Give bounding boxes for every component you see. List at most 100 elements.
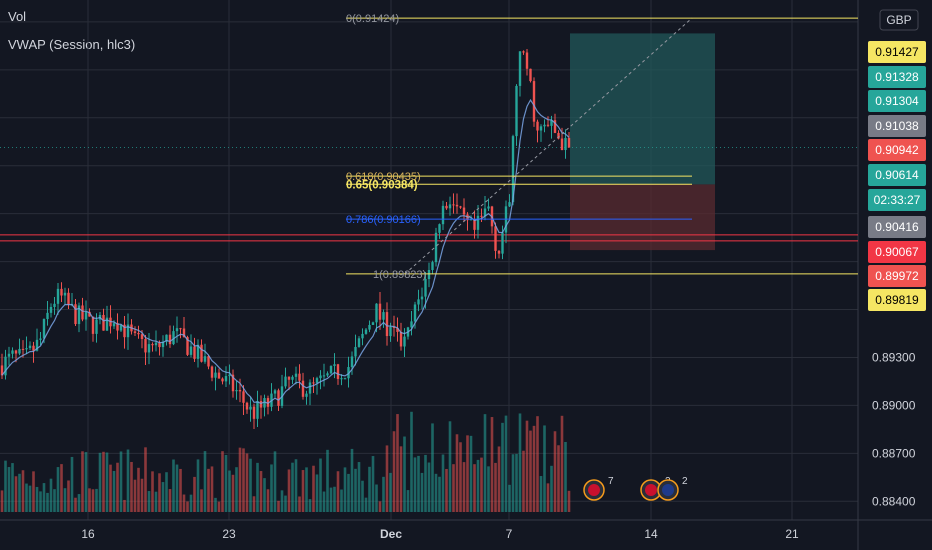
- candle-body: [455, 204, 459, 207]
- candle: [189, 334, 193, 358]
- volume-bar: [182, 494, 186, 512]
- candle-body: [140, 334, 144, 340]
- volume-bar: [284, 495, 287, 512]
- candle-body: [417, 299, 420, 305]
- volume-bar: [389, 472, 392, 512]
- candle: [249, 397, 252, 422]
- candle-body: [137, 332, 140, 335]
- candle: [123, 315, 126, 349]
- candle-body: [182, 328, 186, 338]
- volume-bar: [123, 499, 126, 512]
- candle: [420, 287, 424, 310]
- volume-bar: [511, 454, 515, 512]
- volume-bar: [564, 441, 567, 512]
- fib-trendline: [404, 17, 693, 275]
- volume-bar: [109, 464, 112, 512]
- volume-bar: [49, 478, 53, 512]
- candle: [224, 366, 228, 387]
- candle-body: [501, 232, 504, 254]
- volume-bar: [28, 485, 32, 512]
- volume-bar: [364, 497, 368, 512]
- price-label: 0.90416: [868, 216, 926, 238]
- x-tick-label: 16: [81, 527, 95, 541]
- volume-bar: [102, 451, 105, 512]
- candle: [25, 336, 28, 355]
- currency-button: [879, 9, 919, 31]
- candle-body: [147, 344, 151, 353]
- candle-body: [483, 208, 487, 217]
- volume-bar: [46, 492, 49, 512]
- candle-body: [123, 324, 126, 338]
- volume-bar: [74, 497, 77, 512]
- volume-bar: [11, 463, 14, 512]
- volume-bar: [504, 415, 508, 512]
- candle: [459, 205, 462, 209]
- volume-bar: [224, 454, 228, 512]
- price-axis: GBP 0.88400 0.88700 0.89000 0.89300 0.91427 0.…: [868, 9, 926, 508]
- price-label-bg: [868, 115, 926, 137]
- candle-body: [228, 374, 231, 377]
- candle-body: [112, 323, 116, 327]
- long-position-tool: [570, 33, 715, 251]
- candle: [448, 196, 452, 216]
- volume-bar: [455, 434, 459, 512]
- candle-body: [277, 390, 280, 406]
- candle-body: [18, 348, 21, 354]
- candle: [119, 324, 123, 332]
- candle-body: [168, 334, 172, 345]
- fib-level-label: 0.786(0.90166): [346, 214, 421, 226]
- candle-body: [74, 304, 77, 325]
- candle-body: [392, 326, 396, 328]
- candle: [329, 365, 333, 375]
- volume-bar: [238, 447, 242, 512]
- fib-level-label: 0.65(0.90384): [346, 179, 418, 191]
- candle-body: [434, 232, 438, 263]
- volume-bars: [0, 411, 571, 512]
- volume-bar: [193, 476, 196, 512]
- volume-bar: [459, 442, 462, 512]
- candle: [529, 68, 532, 83]
- candle: [504, 200, 508, 244]
- volume-bar: [249, 458, 252, 512]
- volume-bar: [466, 435, 469, 512]
- candle: [441, 200, 445, 231]
- candle-body: [126, 324, 130, 338]
- volume-bar: [84, 452, 88, 512]
- price-label-text: 02:33:27: [874, 193, 921, 207]
- volume-bar: [434, 473, 438, 512]
- volume-bar: [137, 467, 140, 512]
- volume-bar: [221, 451, 224, 512]
- candle: [56, 283, 60, 315]
- candle: [497, 249, 501, 259]
- candlesticks: [0, 48, 571, 430]
- candle-body: [133, 331, 137, 333]
- vol-legend: Vol: [8, 9, 27, 24]
- volume-bar: [14, 476, 18, 512]
- candle-body: [560, 138, 564, 151]
- volume-bar: [305, 467, 308, 512]
- candle: [161, 335, 165, 357]
- candle: [252, 403, 256, 430]
- candle-body: [7, 353, 11, 357]
- candle-body: [63, 292, 67, 296]
- price-label: 0.89972: [868, 265, 926, 287]
- candle-body: [361, 333, 364, 339]
- candle-body: [326, 373, 329, 376]
- candle: [427, 262, 431, 288]
- vwap-path: [1, 98, 570, 405]
- candle-body: [333, 364, 336, 366]
- candle: [473, 210, 476, 239]
- volume-bar: [172, 459, 175, 512]
- candle: [557, 130, 560, 140]
- flag-icon: [588, 484, 600, 496]
- candle: [60, 282, 63, 302]
- candle: [53, 296, 56, 315]
- volume-bar: [228, 470, 231, 512]
- candle-body: [557, 132, 560, 139]
- candle: [294, 366, 298, 385]
- candle-body: [431, 262, 434, 271]
- candle-body: [553, 120, 557, 133]
- volume-bar: [256, 462, 259, 512]
